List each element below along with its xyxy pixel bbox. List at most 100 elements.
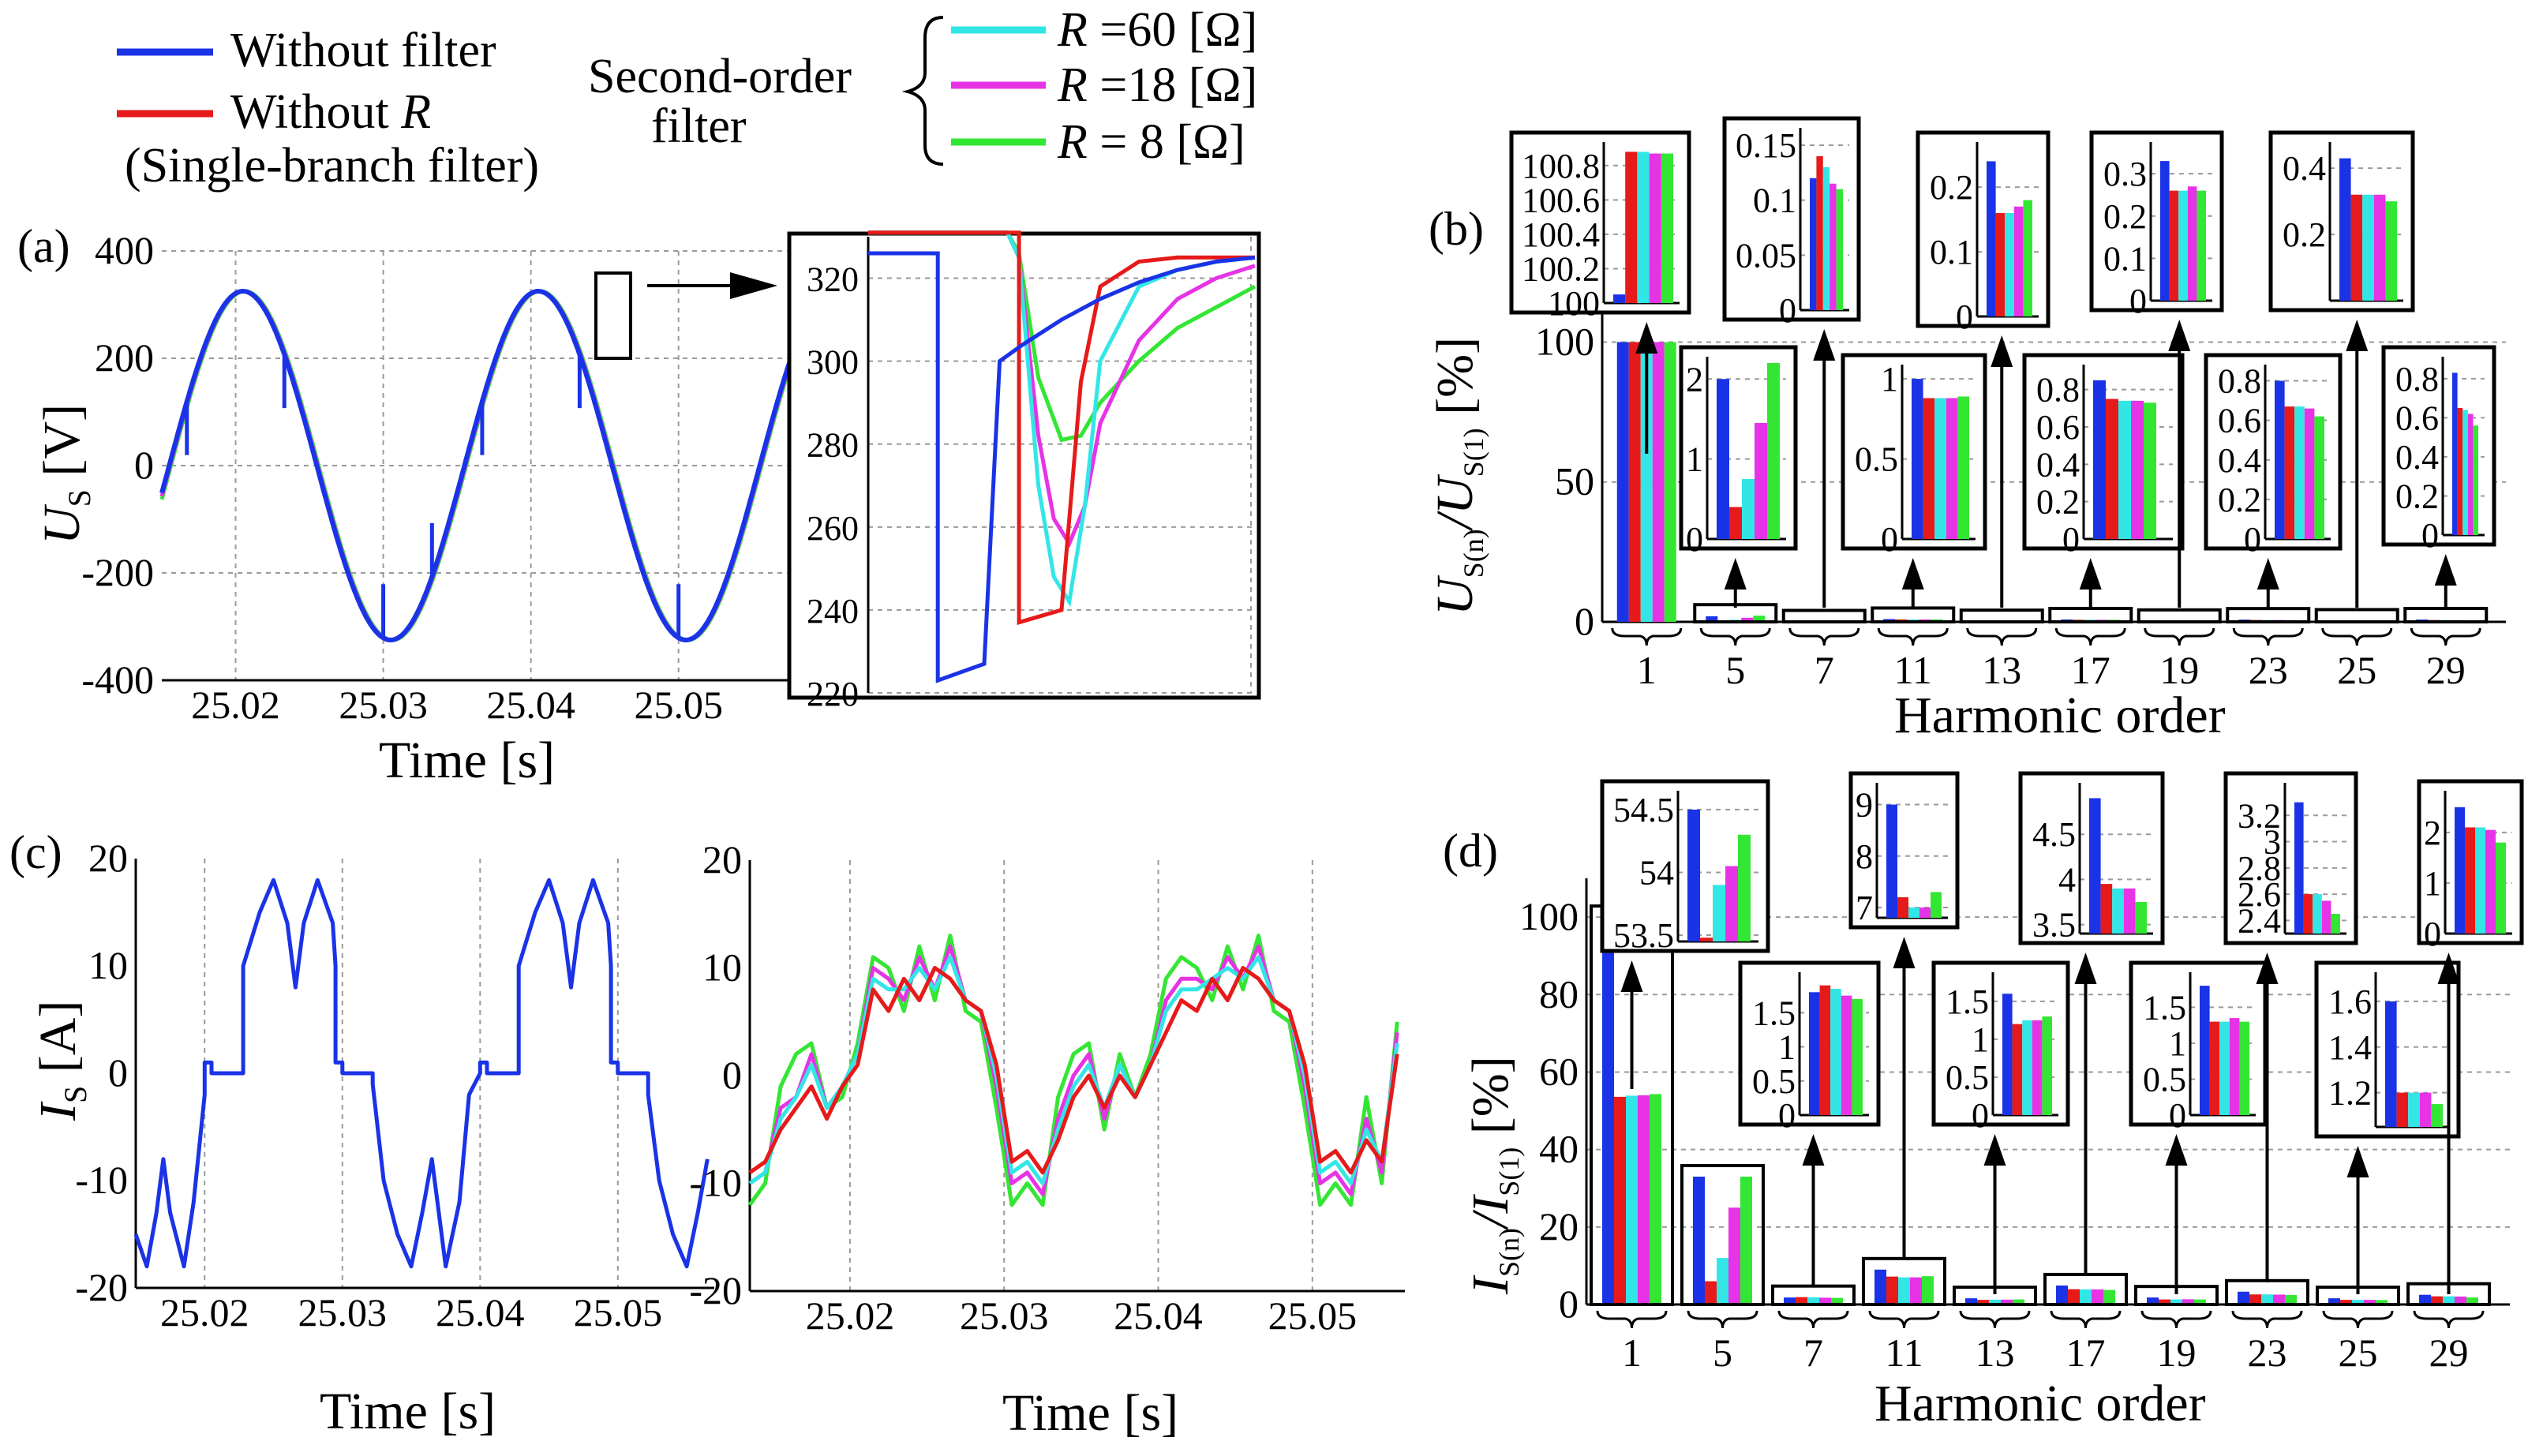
panel-c: (c) -20 -10 0 10 20 25.02 25.03 25.04 25.05 Time… (9, 826, 1405, 1442)
d-chart-inset-bar (1931, 892, 1942, 918)
panel-b-xlabel: Harmonic order (1894, 687, 2226, 744)
b-chart-inset-tick: 0.2 (2218, 481, 2261, 519)
d-chart-inset-tick: 4 (2058, 860, 2076, 899)
d-chart-inset-bar (2385, 1001, 2397, 1127)
b-chart-brace (1788, 627, 1860, 646)
b-chart-brace (2144, 627, 2215, 646)
d-chart-inset-bar (2313, 894, 2322, 934)
d-chart-bar (1693, 1177, 1705, 1304)
d-chart-inset-tick: 1.5 (2143, 988, 2186, 1027)
d-chart-ytick: 60 (1539, 1049, 1579, 1093)
d-chart-bar (1650, 1094, 1661, 1304)
d-chart-bar (2352, 1300, 2364, 1304)
b-chart-inset-tick: 100.2 (1522, 249, 1600, 288)
b-chart-brace (2054, 627, 2126, 646)
b-chart-inset-bar (2005, 212, 2014, 316)
b-chart-brace (2410, 627, 2481, 646)
panel-b-ylabel: US(n)/US(1) [%] (1426, 337, 1489, 616)
b-chart-brace (1877, 627, 1949, 646)
d-chart-bar (1874, 1269, 1886, 1304)
b-chart-group-box (1781, 608, 1867, 624)
panel-c-right-xlabel: Time [s] (1002, 1384, 1178, 1442)
b-chart-bar (1628, 342, 1641, 622)
b-chart-inset-tick: 0.05 (1736, 236, 1796, 275)
b-chart-inset-bar (1755, 423, 1767, 539)
d-chart-bar (1831, 1297, 1843, 1304)
a-inset-line (868, 251, 1256, 683)
b-chart-inset-bar (1729, 507, 1742, 539)
b-chart-inset-bar (1912, 379, 1923, 539)
d-chart-inset-bar (2475, 827, 2485, 934)
legend: Without filter Without R (Single-branch … (117, 3, 1257, 193)
d-chart-inset-tick: 1.6 (2328, 983, 2372, 1021)
b-chart-inset-tick: 0.15 (1736, 126, 1796, 165)
d-chart-inset-tick: 1 (1972, 1020, 1989, 1059)
b-chart-inset-bar (1995, 212, 2006, 316)
d-chart-bar (1728, 1207, 1740, 1304)
panel-a-grid (162, 250, 789, 680)
b-chart-inset-bar (2339, 158, 2351, 301)
d-chart-inset-tick: 0 (1778, 1096, 1796, 1135)
cl-xtick: 25.03 (298, 1290, 388, 1334)
b-chart-inset-tick: 0.1 (1753, 182, 1796, 220)
cl-ytick: 0 (108, 1050, 128, 1095)
b-chart-inset-tick: 0.4 (2283, 149, 2326, 188)
a-inset-ytick: 220 (807, 675, 859, 713)
d-chart-bar (1626, 1095, 1638, 1304)
b-chart-inset-tick: 0.2 (2103, 197, 2147, 236)
d-chart-inset-bar (1725, 866, 1738, 941)
b-chart-inset-bar (1625, 152, 1638, 303)
d-chart-inset-tick: 0.5 (2143, 1060, 2186, 1099)
b-chart-inset-bar (1816, 155, 1823, 310)
d-chart-inset-arrowhead (2165, 1134, 2188, 1166)
d-chart-inset-tick: 2.8 (2238, 849, 2281, 888)
panel-a-yticks: -400 -200 0 200 400 (81, 228, 154, 702)
b-chart-category-label: 1 (1637, 648, 1657, 692)
panel-d-ylabel: IS(n)/IS(1) [%] (1462, 1056, 1525, 1295)
cr-ytick: 0 (722, 1053, 742, 1097)
cl-ytick: 20 (88, 836, 128, 880)
b-chart-inset-tick: 0.1 (1930, 233, 1973, 271)
d-chart-brace (2231, 1310, 2303, 1329)
d-chart-inset-bar (2294, 802, 2304, 934)
b-chart-inset-bar (2093, 380, 2106, 539)
d-chart-inset-bar (1886, 804, 1897, 918)
b-chart-ytick: 0 (1575, 599, 1594, 643)
d-chart-inset-tick: 2 (2424, 814, 2441, 852)
d-chart-inset-tick: 1.5 (1946, 983, 1989, 1021)
d-chart-inset-tick: 3.5 (2032, 906, 2076, 945)
b-chart-inset-tick: 100 (1548, 284, 1600, 323)
d-chart-inset-arrowhead (1893, 937, 1916, 968)
d-chart-inset-bar (1852, 998, 1863, 1115)
b-chart-category-label: 5 (1725, 648, 1745, 692)
d-chart-bar (2328, 1298, 2340, 1304)
d-chart-inset-bar (2408, 1092, 2420, 1127)
b-chart-brace (1699, 627, 1771, 646)
d-chart-inset-arrowhead (1802, 1134, 1825, 1166)
d-chart-inset-bar (2419, 1092, 2432, 1127)
b-chart-inset-bar (2275, 380, 2285, 539)
d-chart-inset-arrowhead (1983, 1134, 2006, 1166)
b-chart-inset-bar (1613, 294, 1626, 303)
panel-a-zoom-arrowhead (730, 272, 777, 299)
legend-label-r8: R = 8 [Ω] (1057, 115, 1245, 169)
b-chart-inset-tick: 0.1 (2103, 239, 2147, 278)
b-chart-inset-tick: 0 (2129, 282, 2147, 320)
b-chart-inset-bar (1822, 167, 1830, 310)
d-chart-inset-bar (2209, 1021, 2220, 1115)
d-chart-inset-tick: 53.5 (1613, 916, 1674, 955)
b-chart-inset-tick: 0.2 (2395, 477, 2439, 515)
b-chart-inset-bar (1742, 478, 1755, 539)
cr-xtick: 25.02 (806, 1293, 895, 1338)
b-chart-inset-arrowhead (2346, 320, 2369, 351)
b-chart-inset-tick: 0.4 (2218, 441, 2261, 480)
d-chart-bar (2261, 1294, 2273, 1304)
b-chart-bar (1706, 616, 1718, 622)
b-chart-category-label: 19 (2159, 648, 2199, 692)
b-chart-bar (1652, 342, 1665, 622)
b-chart-inset-tick: 0 (1779, 291, 1796, 330)
b-chart-inset-tick: 0.8 (2036, 371, 2080, 410)
d-chart-bar (2238, 1291, 2249, 1304)
